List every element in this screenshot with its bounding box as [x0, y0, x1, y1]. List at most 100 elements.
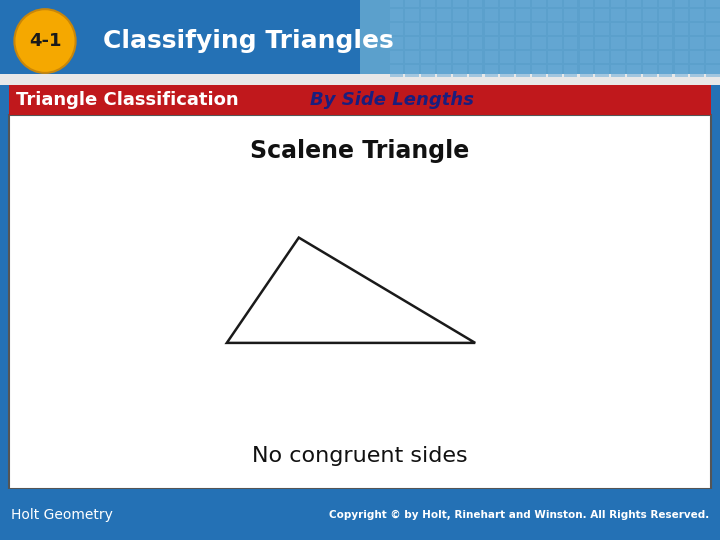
Bar	[659, 0, 672, 6]
Bar	[706, 65, 720, 77]
Bar	[0, 74, 720, 85]
Bar	[627, 65, 641, 77]
Bar	[421, 51, 435, 63]
Bar	[405, 37, 419, 49]
Bar	[643, 65, 657, 77]
Bar	[611, 9, 625, 21]
Bar	[437, 9, 451, 21]
Bar	[690, 51, 704, 63]
Bar	[564, 9, 577, 21]
Bar	[706, 9, 720, 21]
Bar	[437, 37, 451, 49]
Bar	[532, 23, 546, 35]
Bar	[675, 37, 688, 49]
Bar	[421, 23, 435, 35]
Bar	[548, 23, 562, 35]
Bar	[405, 65, 419, 77]
Ellipse shape	[14, 9, 76, 73]
Bar	[469, 37, 482, 49]
Bar	[564, 0, 577, 6]
Bar	[627, 23, 641, 35]
Bar	[500, 37, 514, 49]
Bar	[469, 0, 482, 6]
Bar	[611, 23, 625, 35]
Bar	[453, 51, 467, 63]
Bar	[390, 65, 403, 77]
Bar	[453, 37, 467, 49]
Bar	[485, 0, 498, 6]
Bar	[706, 23, 720, 35]
Bar	[627, 9, 641, 21]
Bar	[516, 23, 530, 35]
Bar	[611, 37, 625, 49]
Text: Classifying Triangles: Classifying Triangles	[103, 29, 394, 53]
Bar	[548, 0, 562, 6]
Bar	[548, 9, 562, 21]
Bar	[405, 51, 419, 63]
Bar	[580, 23, 593, 35]
Bar	[675, 0, 688, 6]
Bar	[437, 23, 451, 35]
Text: Triangle Classification: Triangle Classification	[16, 91, 238, 109]
Bar	[421, 0, 435, 6]
Bar	[627, 0, 641, 6]
Bar	[675, 51, 688, 63]
Bar	[595, 37, 609, 49]
Bar	[500, 65, 514, 77]
Bar	[469, 9, 482, 21]
Bar	[405, 9, 419, 21]
Bar	[437, 65, 451, 77]
Bar	[627, 51, 641, 63]
Bar	[611, 0, 625, 6]
Bar	[437, 51, 451, 63]
Bar	[659, 65, 672, 77]
Bar	[390, 9, 403, 21]
Text: Holt Geometry: Holt Geometry	[11, 508, 112, 522]
Bar	[580, 9, 593, 21]
Bar	[405, 23, 419, 35]
Bar	[706, 37, 720, 49]
Bar	[390, 37, 403, 49]
Bar	[548, 51, 562, 63]
Bar	[595, 23, 609, 35]
Bar	[675, 65, 688, 77]
Bar	[548, 37, 562, 49]
Bar	[643, 37, 657, 49]
Bar	[675, 9, 688, 21]
Text: No congruent sides: No congruent sides	[252, 446, 468, 467]
Bar	[500, 51, 514, 63]
Bar	[690, 23, 704, 35]
Bar	[580, 51, 593, 63]
Bar	[453, 0, 467, 6]
Bar	[0, 0, 360, 78]
Bar	[580, 37, 593, 49]
Text: Scalene Triangle: Scalene Triangle	[251, 139, 469, 163]
Bar	[453, 9, 467, 21]
Bar	[516, 37, 530, 49]
Bar	[643, 51, 657, 63]
Bar	[580, 65, 593, 77]
Bar	[627, 37, 641, 49]
Bar	[580, 0, 593, 6]
Bar	[469, 51, 482, 63]
Bar	[548, 65, 562, 77]
Bar	[500, 9, 514, 21]
Text: 4-1: 4-1	[29, 32, 61, 50]
Bar	[421, 9, 435, 21]
Bar	[485, 51, 498, 63]
Bar	[500, 23, 514, 35]
Bar	[675, 23, 688, 35]
Bar	[405, 0, 419, 6]
Bar	[360, 0, 720, 78]
Bar	[516, 51, 530, 63]
Bar	[706, 51, 720, 63]
Text: By Side Lengths: By Side Lengths	[310, 91, 474, 109]
Text: Copyright © by Holt, Rinehart and Winston. All Rights Reserved.: Copyright © by Holt, Rinehart and Winsto…	[329, 510, 709, 519]
Bar	[9, 85, 711, 115]
Bar	[564, 37, 577, 49]
Bar	[611, 65, 625, 77]
Bar	[453, 65, 467, 77]
Bar	[643, 23, 657, 35]
Bar	[532, 9, 546, 21]
Bar	[390, 23, 403, 35]
